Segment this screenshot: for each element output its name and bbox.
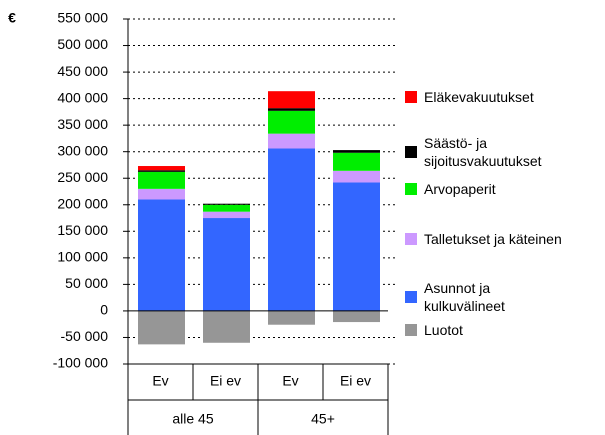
y-tick-label: -100 000 <box>53 355 108 371</box>
y-tick-label: 400 000 <box>57 89 108 105</box>
bar-segment <box>268 133 315 149</box>
legend-label: Arvopaperit <box>424 181 496 197</box>
y-tick-label: 450 000 <box>57 63 108 79</box>
group-label: 45+ <box>311 411 335 427</box>
legend-item: Luotot <box>405 321 600 339</box>
bar-segment <box>203 204 250 212</box>
bar-segment <box>203 218 250 311</box>
x-tick-label: Ei ev <box>210 373 241 389</box>
legend-label: Asunnot ja kulkuvälineet <box>424 280 505 314</box>
bar-segment <box>268 91 315 109</box>
bar-segment <box>203 211 250 219</box>
bar-segment <box>268 148 315 311</box>
group-label: alle 45 <box>172 411 213 427</box>
y-unit: € <box>8 10 16 26</box>
bar-segment <box>138 310 185 345</box>
bar-segment <box>268 110 315 134</box>
bar-segment <box>203 310 250 343</box>
legend-label: Luotot <box>424 322 463 338</box>
y-tick-label: 200 000 <box>57 195 108 211</box>
y-tick-label: 250 000 <box>57 169 108 185</box>
legend-swatch <box>405 183 417 195</box>
bar-segment <box>138 170 185 172</box>
bar-segment <box>138 188 185 200</box>
bar-segment <box>203 203 250 205</box>
bar-segment <box>138 166 185 171</box>
legend-label: Säästö- ja sijoitusvakuutukset <box>424 135 542 169</box>
y-tick-label: 500 000 <box>57 36 108 52</box>
bar-segment <box>138 199 185 311</box>
y-tick-label: 150 000 <box>57 222 108 238</box>
y-tick-label: 100 000 <box>57 249 108 265</box>
bar-segment <box>333 182 380 311</box>
x-tick-label: Ev <box>152 373 168 389</box>
legend-item: Säästö- ja sijoitusvakuutukset <box>405 134 600 170</box>
legend-item: Eläkevakuutukset <box>405 88 600 106</box>
y-tick-label: 0 <box>100 302 108 318</box>
bar-segment <box>333 170 380 183</box>
legend-swatch <box>405 91 417 103</box>
legend-swatch <box>405 291 417 303</box>
legend-item: Asunnot ja kulkuvälineet <box>405 279 600 315</box>
legend-swatch <box>405 146 417 158</box>
legend-swatch <box>405 324 417 336</box>
y-tick-label: 300 000 <box>57 142 108 158</box>
bar-segment <box>268 310 315 325</box>
bar-segment <box>333 310 380 323</box>
x-tick-label: Ei ev <box>340 373 371 389</box>
y-tick-label: -50 000 <box>61 328 109 344</box>
x-tick-label: Ev <box>282 373 298 389</box>
legend-label: Talletukset ja käteinen <box>424 231 562 247</box>
bar-segment <box>333 152 380 171</box>
legend-label: Eläkevakuutukset <box>424 89 534 105</box>
legend-item: Arvopaperit <box>405 180 600 198</box>
bar-segment <box>333 150 380 153</box>
bar-segment <box>138 171 185 189</box>
bar-segment <box>268 108 315 111</box>
y-tick-label: 550 000 <box>57 10 108 26</box>
legend-item: Talletukset ja käteinen <box>405 230 600 248</box>
y-tick-label: 350 000 <box>57 116 108 132</box>
legend-swatch <box>405 233 417 245</box>
y-tick-label: 50 000 <box>65 275 108 291</box>
